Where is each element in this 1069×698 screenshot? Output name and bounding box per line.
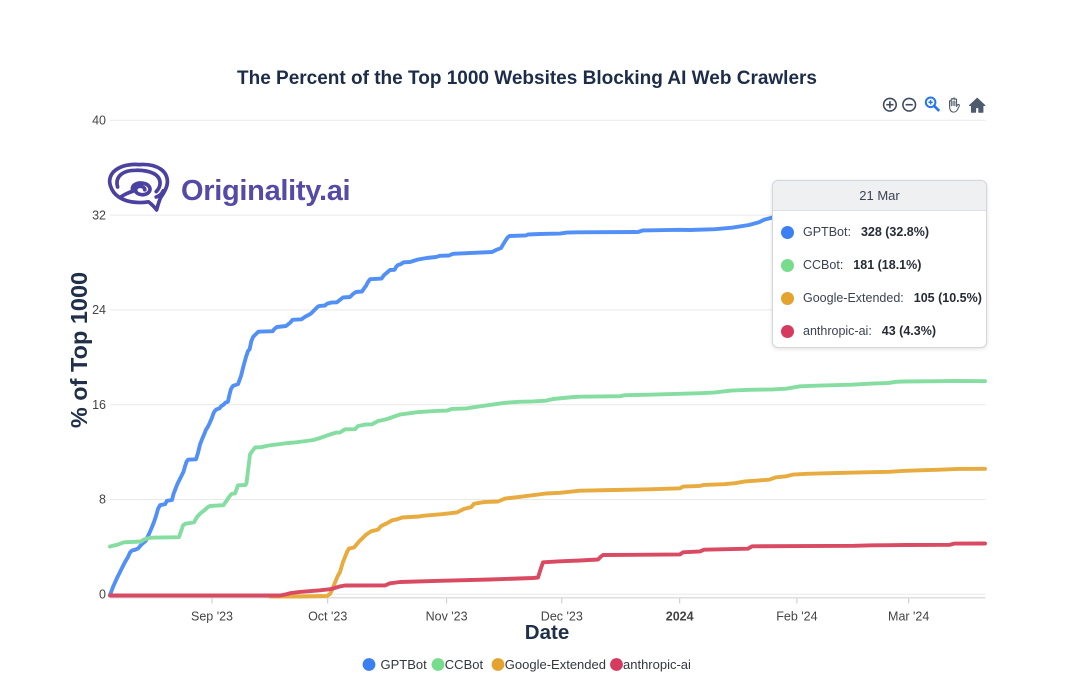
svg-text:CCBot: CCBot — [445, 657, 484, 672]
svg-text:Nov '23: Nov '23 — [426, 610, 468, 624]
svg-text:Date: Date — [525, 621, 569, 644]
svg-text:% of Top 1000: % of Top 1000 — [66, 272, 92, 428]
svg-text:16: 16 — [92, 398, 106, 412]
svg-text:Mar '24: Mar '24 — [888, 610, 929, 624]
svg-text:GPTBot: GPTBot — [381, 657, 428, 672]
svg-text:8: 8 — [99, 493, 106, 507]
svg-text:Feb '24: Feb '24 — [776, 610, 817, 624]
svg-text:40: 40 — [92, 114, 106, 128]
svg-text:Google-Extended: Google-Extended — [505, 657, 606, 672]
svg-text:2024: 2024 — [666, 610, 694, 624]
svg-text:32: 32 — [92, 208, 106, 222]
svg-text:Sep '23: Sep '23 — [191, 610, 233, 624]
svg-text:anthropic-ai: anthropic-ai — [623, 657, 691, 672]
svg-text:24: 24 — [92, 303, 106, 317]
svg-text:Dec '23: Dec '23 — [541, 610, 583, 624]
svg-text:The Percent of the Top 1000 We: The Percent of the Top 1000 Websites Blo… — [237, 68, 817, 89]
svg-text:Oct '23: Oct '23 — [308, 610, 347, 624]
svg-text:0: 0 — [99, 588, 106, 602]
